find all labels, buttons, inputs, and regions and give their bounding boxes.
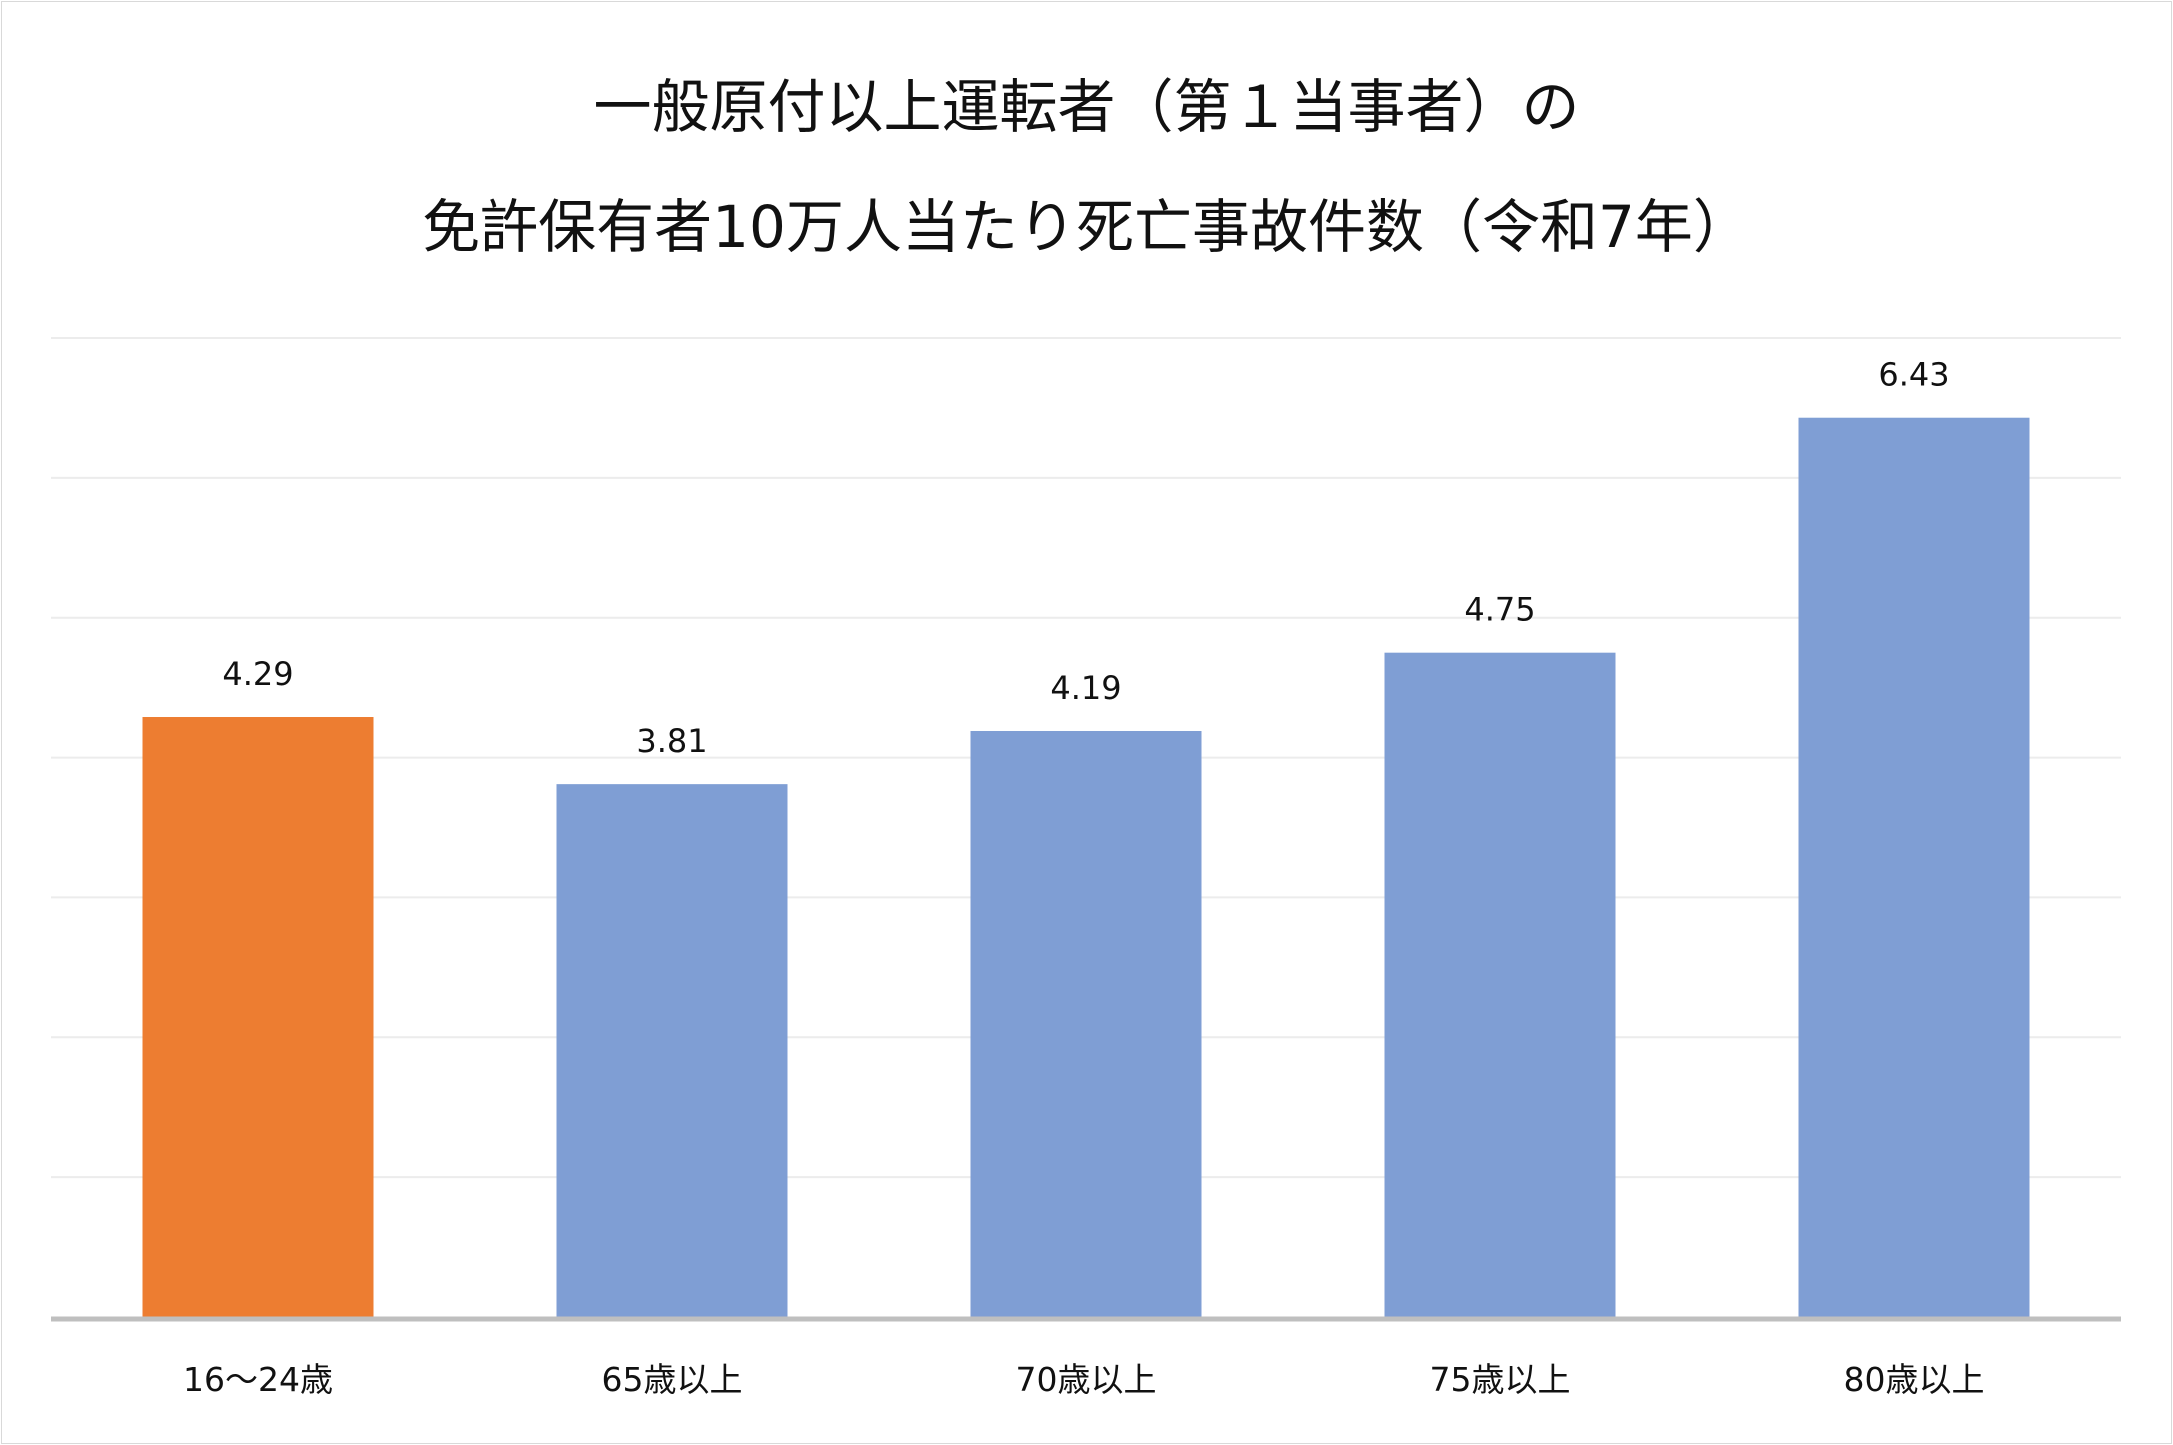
- chart-title-line-1: 一般原付以上運転者（第１当事者）の: [593, 73, 1580, 141]
- category-label: 65歳以上: [602, 1360, 743, 1399]
- bar: [556, 784, 788, 1317]
- data-label: 4.29: [222, 655, 293, 693]
- bar: [1384, 652, 1616, 1317]
- bar: [1798, 417, 2030, 1317]
- category-label: 75歳以上: [1430, 1360, 1571, 1399]
- category-label: 70歳以上: [1016, 1360, 1157, 1399]
- chart-title-line-2: 免許保有者10万人当たり死亡事故件数（令和7年）: [422, 193, 1751, 261]
- category-label: 16〜24歳: [183, 1360, 333, 1399]
- data-label: 6.43: [1878, 356, 1949, 394]
- data-label: 3.81: [636, 722, 707, 760]
- bar: [142, 717, 374, 1317]
- bar: [970, 730, 1202, 1317]
- data-label: 4.75: [1464, 591, 1535, 629]
- category-label: 80歳以上: [1844, 1360, 1985, 1399]
- data-label: 4.19: [1050, 669, 1121, 707]
